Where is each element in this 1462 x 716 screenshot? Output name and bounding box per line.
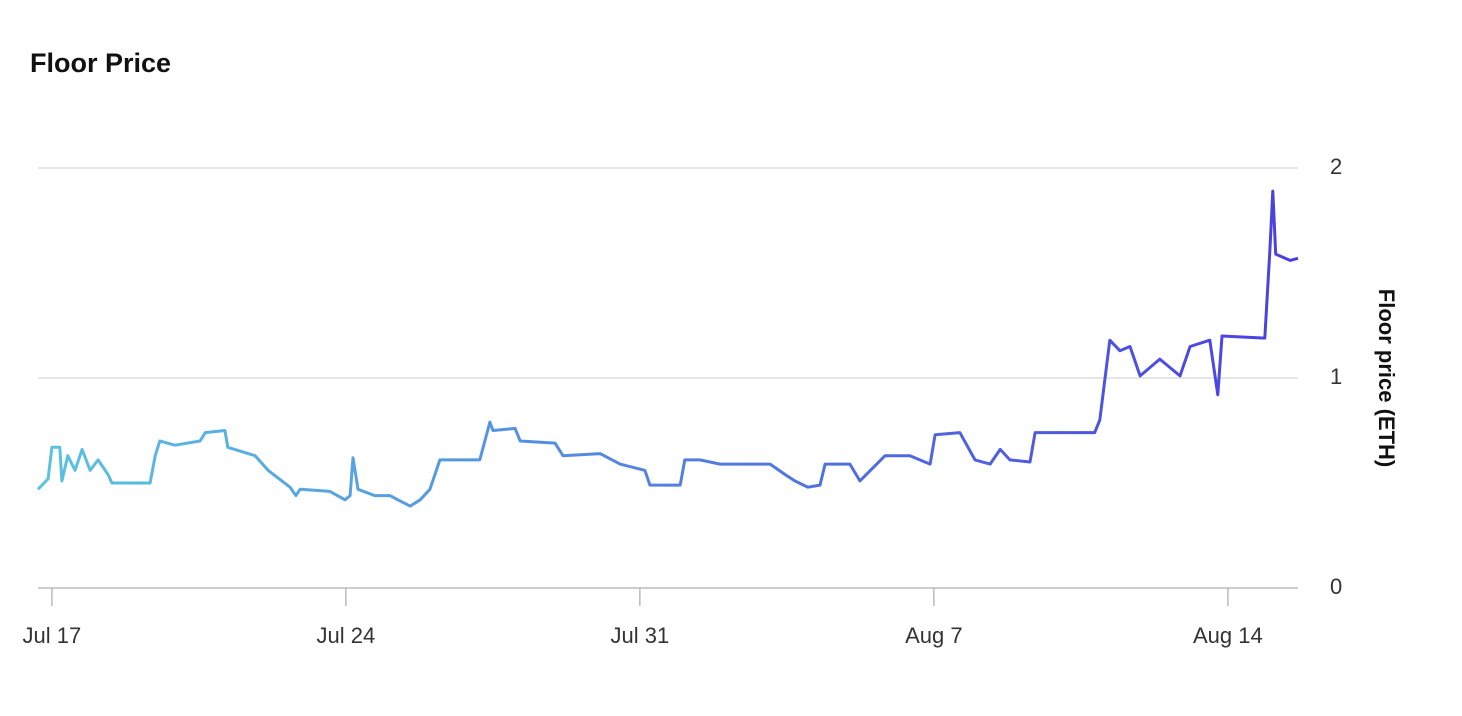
- x-tick-label: Jul 31: [611, 623, 670, 648]
- price-line: [36, 189, 1299, 508]
- x-tick-label: Aug 14: [1193, 623, 1263, 648]
- x-tick-label: Jul 17: [23, 623, 82, 648]
- y-axis-label: Floor price (ETH): [1374, 289, 1399, 467]
- y-tick-label: 0: [1330, 574, 1342, 599]
- y-tick-label: 2: [1330, 154, 1342, 179]
- x-tick-label: Aug 7: [905, 623, 963, 648]
- y-tick-label: 1: [1330, 364, 1342, 389]
- x-tick-label: Jul 24: [317, 623, 376, 648]
- chart-title: Floor Price: [30, 48, 171, 78]
